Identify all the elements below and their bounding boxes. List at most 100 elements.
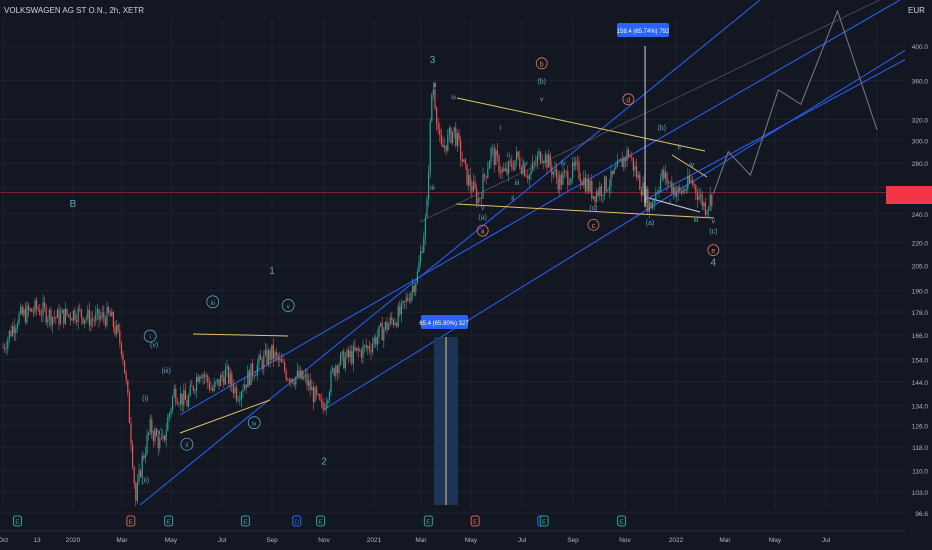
- channel-line: [322, 34, 931, 411]
- candle-body: [316, 387, 318, 395]
- candle-body: [544, 154, 546, 163]
- candle-body: [90, 318, 92, 326]
- candle-body: [111, 311, 113, 317]
- measure-top-box: [617, 23, 669, 37]
- wave-label-major: B: [70, 199, 77, 210]
- event-marker[interactable]: [292, 515, 302, 527]
- wave-label: iii: [515, 180, 520, 187]
- candle-body: [557, 177, 559, 190]
- candle-body: [517, 151, 519, 158]
- candle-body: [567, 171, 569, 185]
- candle-body: [237, 400, 239, 402]
- candle-body: [231, 373, 233, 386]
- candle-body: [93, 320, 95, 322]
- candle-body: [79, 308, 81, 310]
- candle-body: [202, 374, 204, 379]
- candle-body: [597, 191, 599, 196]
- candle-body: [580, 178, 582, 183]
- candle-body: [186, 400, 188, 407]
- candle-body: [220, 375, 222, 387]
- candle-body: [474, 181, 476, 189]
- event-marker[interactable]: [470, 515, 480, 527]
- candle-body: [84, 319, 86, 324]
- measure-top-label: 158.4 (65.74%) 792: [617, 29, 670, 35]
- x-tick-label: Jul: [518, 537, 527, 544]
- event-marker[interactable]: [539, 515, 549, 527]
- candle-body: [200, 376, 202, 379]
- candle-body: [293, 382, 295, 385]
- wave-label: v: [540, 96, 544, 103]
- event-marker-label: E: [619, 519, 624, 526]
- candle-body: [354, 346, 356, 351]
- candle-body: [498, 155, 500, 173]
- candle-body: [375, 337, 377, 345]
- candle-body: [228, 366, 230, 384]
- candle-body: [349, 351, 351, 357]
- candles: [2, 9, 878, 506]
- event-marker[interactable]: [12, 515, 22, 527]
- event-marker[interactable]: [164, 515, 174, 527]
- candle-body: [82, 317, 84, 324]
- candle-body: [15, 328, 17, 334]
- candle-body: [620, 158, 622, 161]
- candle-body: [575, 161, 577, 166]
- y-tick-label: 96.6: [915, 511, 928, 518]
- wave-label: iv: [689, 162, 695, 169]
- wave-label: (c): [709, 229, 717, 236]
- candle-body: [309, 380, 311, 391]
- wave-circle: [206, 295, 220, 309]
- candle-body: [576, 161, 578, 163]
- wave-label: (iv): [153, 429, 163, 436]
- event-marker[interactable]: [316, 515, 326, 527]
- candle-body: [266, 349, 268, 364]
- candle-body: [285, 370, 287, 380]
- candle-body: [589, 180, 591, 192]
- candle-body: [669, 181, 671, 183]
- wave-label: iv: [561, 161, 567, 168]
- candle-body: [519, 157, 521, 168]
- candle-body: [426, 199, 428, 218]
- wave-label: i: [499, 125, 501, 132]
- wave-circle: [247, 416, 261, 430]
- candle-body: [450, 127, 452, 143]
- candle-body: [453, 127, 455, 132]
- candle-body: [324, 408, 326, 410]
- x-tick-label: 2022: [669, 537, 684, 544]
- candle-body: [140, 470, 142, 477]
- candle-body: [144, 453, 146, 459]
- candle-body: [135, 483, 137, 501]
- candle-body: [34, 300, 36, 312]
- candle-body: [151, 419, 153, 435]
- candle-body: [212, 388, 214, 391]
- candle-body: [445, 145, 447, 151]
- event-marker[interactable]: [617, 515, 627, 527]
- candle-body: [268, 350, 270, 364]
- candle-body: [711, 194, 713, 206]
- candle-body: [210, 388, 212, 390]
- wave-label-major: 2: [321, 456, 327, 467]
- candle-body: [674, 187, 676, 197]
- candle-body: [164, 435, 166, 441]
- candle-body: [696, 193, 698, 200]
- event-marker[interactable]: [423, 515, 433, 527]
- wave-label-circled: v: [287, 304, 290, 310]
- candle-body: [295, 376, 297, 385]
- candle-body: [296, 370, 298, 377]
- candle-body: [279, 358, 281, 361]
- x-tick-label: May: [165, 537, 178, 544]
- candle-body: [108, 306, 110, 313]
- candle-body: [16, 324, 18, 329]
- candle-body: [370, 349, 372, 352]
- candle-body: [380, 323, 382, 326]
- candle-body: [372, 343, 374, 352]
- candle-body: [39, 309, 41, 315]
- event-marker[interactable]: [126, 515, 136, 527]
- wave-label: ii: [433, 82, 437, 89]
- event-marker-label: E: [318, 519, 323, 526]
- candle-body: [204, 374, 206, 377]
- x-axis: Oct 13 2020 Mar May Jul Sep Nov 2021 Mar May Jul Sep…: [0, 530, 905, 544]
- wave-label: v: [712, 219, 716, 226]
- event-marker[interactable]: [240, 515, 250, 527]
- candle-body: [621, 158, 623, 168]
